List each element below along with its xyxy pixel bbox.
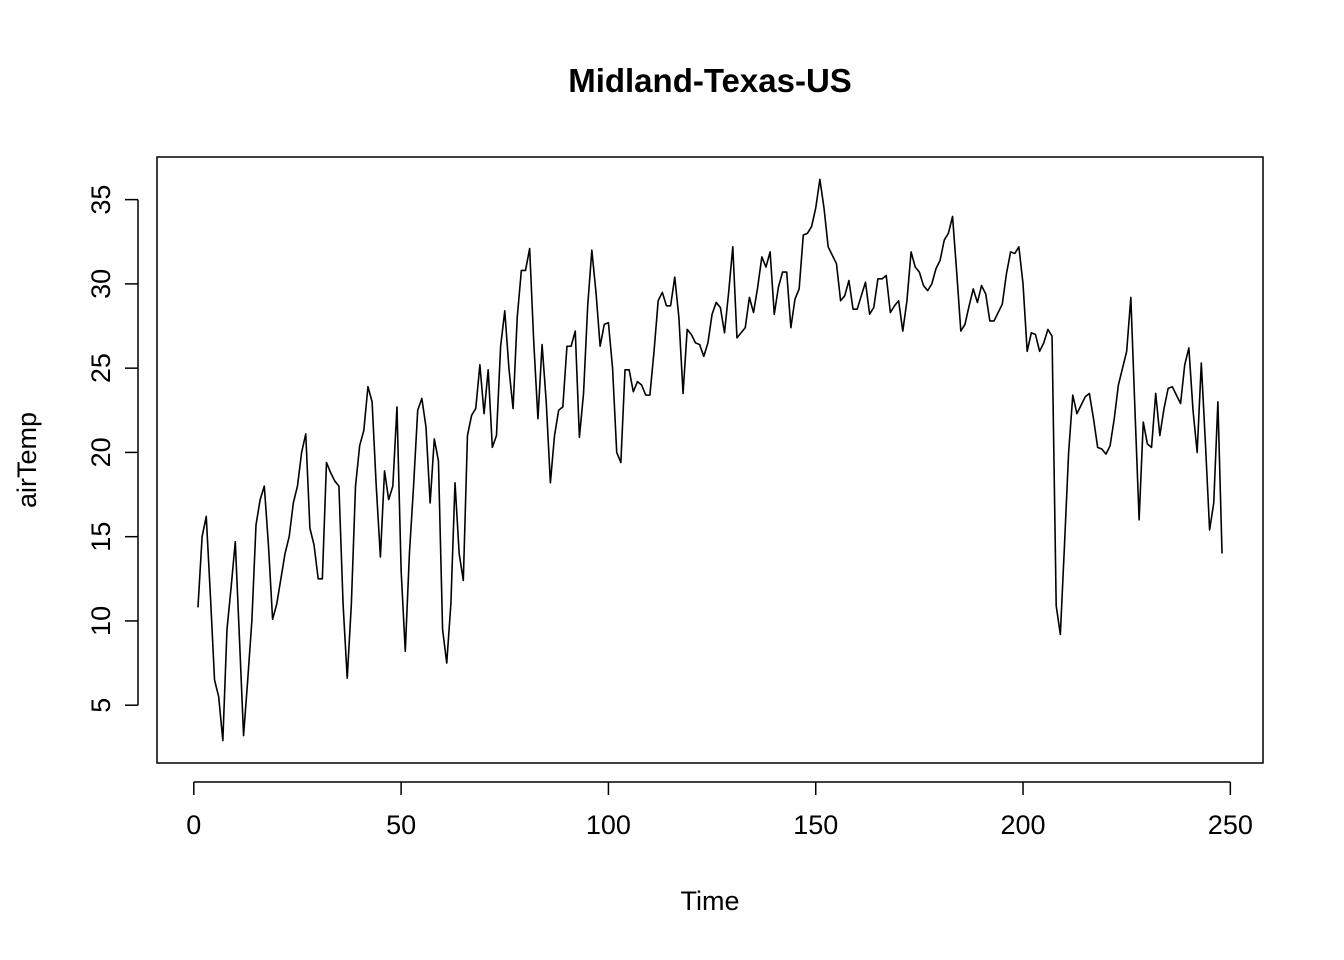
x-tick-label: 50 xyxy=(386,810,416,840)
plot-box xyxy=(156,156,1264,764)
chart-title: Midland-Texas-US xyxy=(568,62,852,99)
y-tick-label: 30 xyxy=(86,269,116,299)
y-axis-label: airTemp xyxy=(12,412,42,508)
x-axis-label: Time xyxy=(681,886,740,916)
y-tick-label: 5 xyxy=(86,698,116,713)
data-line xyxy=(197,178,1223,742)
y-tick-label: 10 xyxy=(86,606,116,636)
y-tick-label: 25 xyxy=(86,353,116,383)
x-tick-label: 100 xyxy=(586,810,631,840)
x-tick-label: 250 xyxy=(1208,810,1253,840)
x-tick-label: 0 xyxy=(186,810,201,840)
x-tick-label: 200 xyxy=(1000,810,1045,840)
y-tick-label: 35 xyxy=(86,185,116,215)
y-tick-label: 20 xyxy=(86,437,116,467)
y-tick-label: 15 xyxy=(86,522,116,552)
x-tick-label: 150 xyxy=(793,810,838,840)
